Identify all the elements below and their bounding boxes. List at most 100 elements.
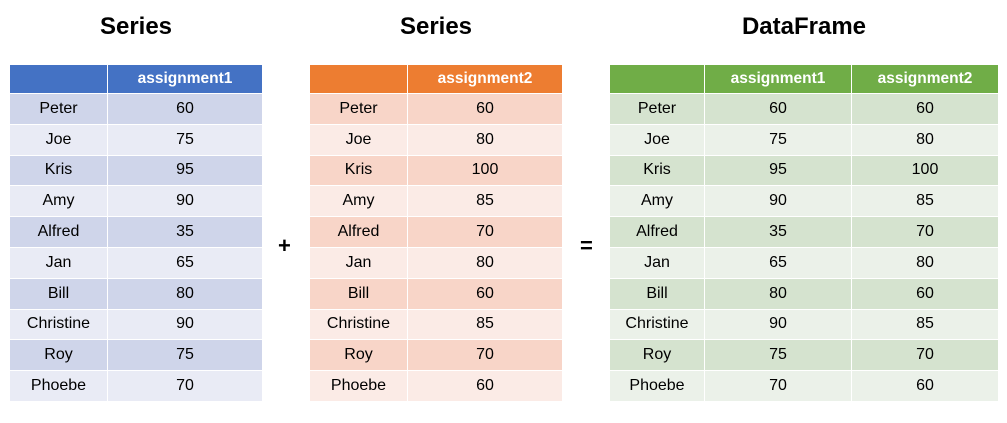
header-row: assignment1 xyxy=(10,65,262,94)
value-cell: 60 xyxy=(408,371,562,402)
column-header-assignment2: assignment2 xyxy=(852,65,998,94)
value-cell: 60 xyxy=(408,278,562,310)
index-cell: Alfred xyxy=(310,217,408,248)
table-row: Phoebe 70 xyxy=(10,371,262,402)
series1-title: Series xyxy=(99,13,173,40)
column-header-assignment2: assignment2 xyxy=(408,65,562,94)
value-cell: 100 xyxy=(852,155,998,187)
value-cell: 100 xyxy=(408,155,562,187)
value-cell: 75 xyxy=(108,340,262,372)
index-cell: Alfred xyxy=(610,217,705,248)
table-row: Jan 65 80 xyxy=(610,247,998,279)
index-cell: Roy xyxy=(310,340,408,372)
table-row: Peter 60 xyxy=(310,94,562,125)
table-row: Joe 75 xyxy=(10,124,262,156)
value-cell: 90 xyxy=(108,186,262,218)
value-cell: 80 xyxy=(705,278,852,310)
index-cell: Phoebe xyxy=(610,371,705,402)
table-row: Bill 80 60 xyxy=(610,278,998,310)
index-header-cell xyxy=(10,65,108,94)
index-cell: Amy xyxy=(310,186,408,218)
series1-table: assignment1 Peter 60 Joe 75 Kris 95 Amy 90 Alfred… xyxy=(10,65,262,402)
value-cell: 60 xyxy=(852,94,998,125)
value-cell: 70 xyxy=(705,371,852,402)
index-cell: Jan xyxy=(10,247,108,279)
plus-operator: + xyxy=(278,233,291,258)
table-row: Bill 60 xyxy=(310,278,562,310)
index-cell: Phoebe xyxy=(10,371,108,402)
table-row: Jan 80 xyxy=(310,247,562,279)
header-row: assignment2 xyxy=(310,65,562,94)
value-cell: 70 xyxy=(852,340,998,372)
index-cell: Amy xyxy=(10,186,108,218)
index-cell: Jan xyxy=(310,247,408,279)
table-row: Roy 70 xyxy=(310,340,562,372)
index-cell: Bill xyxy=(10,278,108,310)
index-cell: Peter xyxy=(610,94,705,125)
value-cell: 85 xyxy=(852,309,998,341)
value-cell: 95 xyxy=(705,155,852,187)
table-row: Amy 85 xyxy=(310,186,562,218)
table-row: Amy 90 85 xyxy=(610,186,998,218)
equals-operator: = xyxy=(580,233,593,258)
table-row: Jan 65 xyxy=(10,247,262,279)
index-cell: Kris xyxy=(310,155,408,187)
index-cell: Christine xyxy=(10,309,108,341)
value-cell: 75 xyxy=(108,124,262,156)
table-row: Alfred 70 xyxy=(310,217,562,248)
value-cell: 90 xyxy=(705,186,852,218)
value-cell: 90 xyxy=(705,309,852,341)
index-cell: Roy xyxy=(10,340,108,372)
index-cell: Christine xyxy=(310,309,408,341)
index-cell: Bill xyxy=(310,278,408,310)
table-row: Christine 90 xyxy=(10,309,262,341)
value-cell: 65 xyxy=(108,247,262,279)
series2-table: assignment2 Peter 60 Joe 80 Kris 100 Amy 85 Alfre… xyxy=(310,65,562,402)
index-cell: Joe xyxy=(10,124,108,156)
value-cell: 60 xyxy=(705,94,852,125)
value-cell: 90 xyxy=(108,309,262,341)
column-header-assignment1: assignment1 xyxy=(108,65,262,94)
header-row: assignment1 assignment2 xyxy=(610,65,998,94)
index-cell: Joe xyxy=(610,124,705,156)
table-row: Kris 100 xyxy=(310,155,562,187)
value-cell: 65 xyxy=(705,247,852,279)
value-cell: 60 xyxy=(852,278,998,310)
index-cell: Bill xyxy=(610,278,705,310)
value-cell: 80 xyxy=(852,124,998,156)
table-row: Alfred 35 xyxy=(10,217,262,248)
table-row: Joe 80 xyxy=(310,124,562,156)
table-row: Peter 60 60 xyxy=(610,94,998,125)
table-row: Christine 90 85 xyxy=(610,309,998,341)
index-cell: Kris xyxy=(610,155,705,187)
index-cell: Roy xyxy=(610,340,705,372)
dataframe-table: assignment1 assignment2 Peter 60 60 Joe 75 80 Kr… xyxy=(610,65,998,402)
value-cell: 60 xyxy=(108,94,262,125)
value-cell: 70 xyxy=(108,371,262,402)
index-cell: Peter xyxy=(10,94,108,125)
value-cell: 80 xyxy=(408,247,562,279)
table-row: Roy 75 xyxy=(10,340,262,372)
value-cell: 75 xyxy=(705,340,852,372)
value-cell: 35 xyxy=(705,217,852,248)
index-cell: Peter xyxy=(310,94,408,125)
value-cell: 80 xyxy=(408,124,562,156)
index-cell: Jan xyxy=(610,247,705,279)
value-cell: 70 xyxy=(408,340,562,372)
value-cell: 80 xyxy=(108,278,262,310)
table-row: Phoebe 60 xyxy=(310,371,562,402)
table-row: Kris 95 xyxy=(10,155,262,187)
value-cell: 70 xyxy=(408,217,562,248)
index-header-cell xyxy=(610,65,705,94)
index-cell: Phoebe xyxy=(310,371,408,402)
index-cell: Amy xyxy=(610,186,705,218)
table-row: Joe 75 80 xyxy=(610,124,998,156)
table-row: Kris 95 100 xyxy=(610,155,998,187)
column-header-assignment1: assignment1 xyxy=(705,65,852,94)
index-cell: Joe xyxy=(310,124,408,156)
dataframe-title: DataFrame xyxy=(741,13,867,40)
value-cell: 60 xyxy=(408,94,562,125)
table-row: Amy 90 xyxy=(10,186,262,218)
value-cell: 80 xyxy=(852,247,998,279)
index-cell: Kris xyxy=(10,155,108,187)
